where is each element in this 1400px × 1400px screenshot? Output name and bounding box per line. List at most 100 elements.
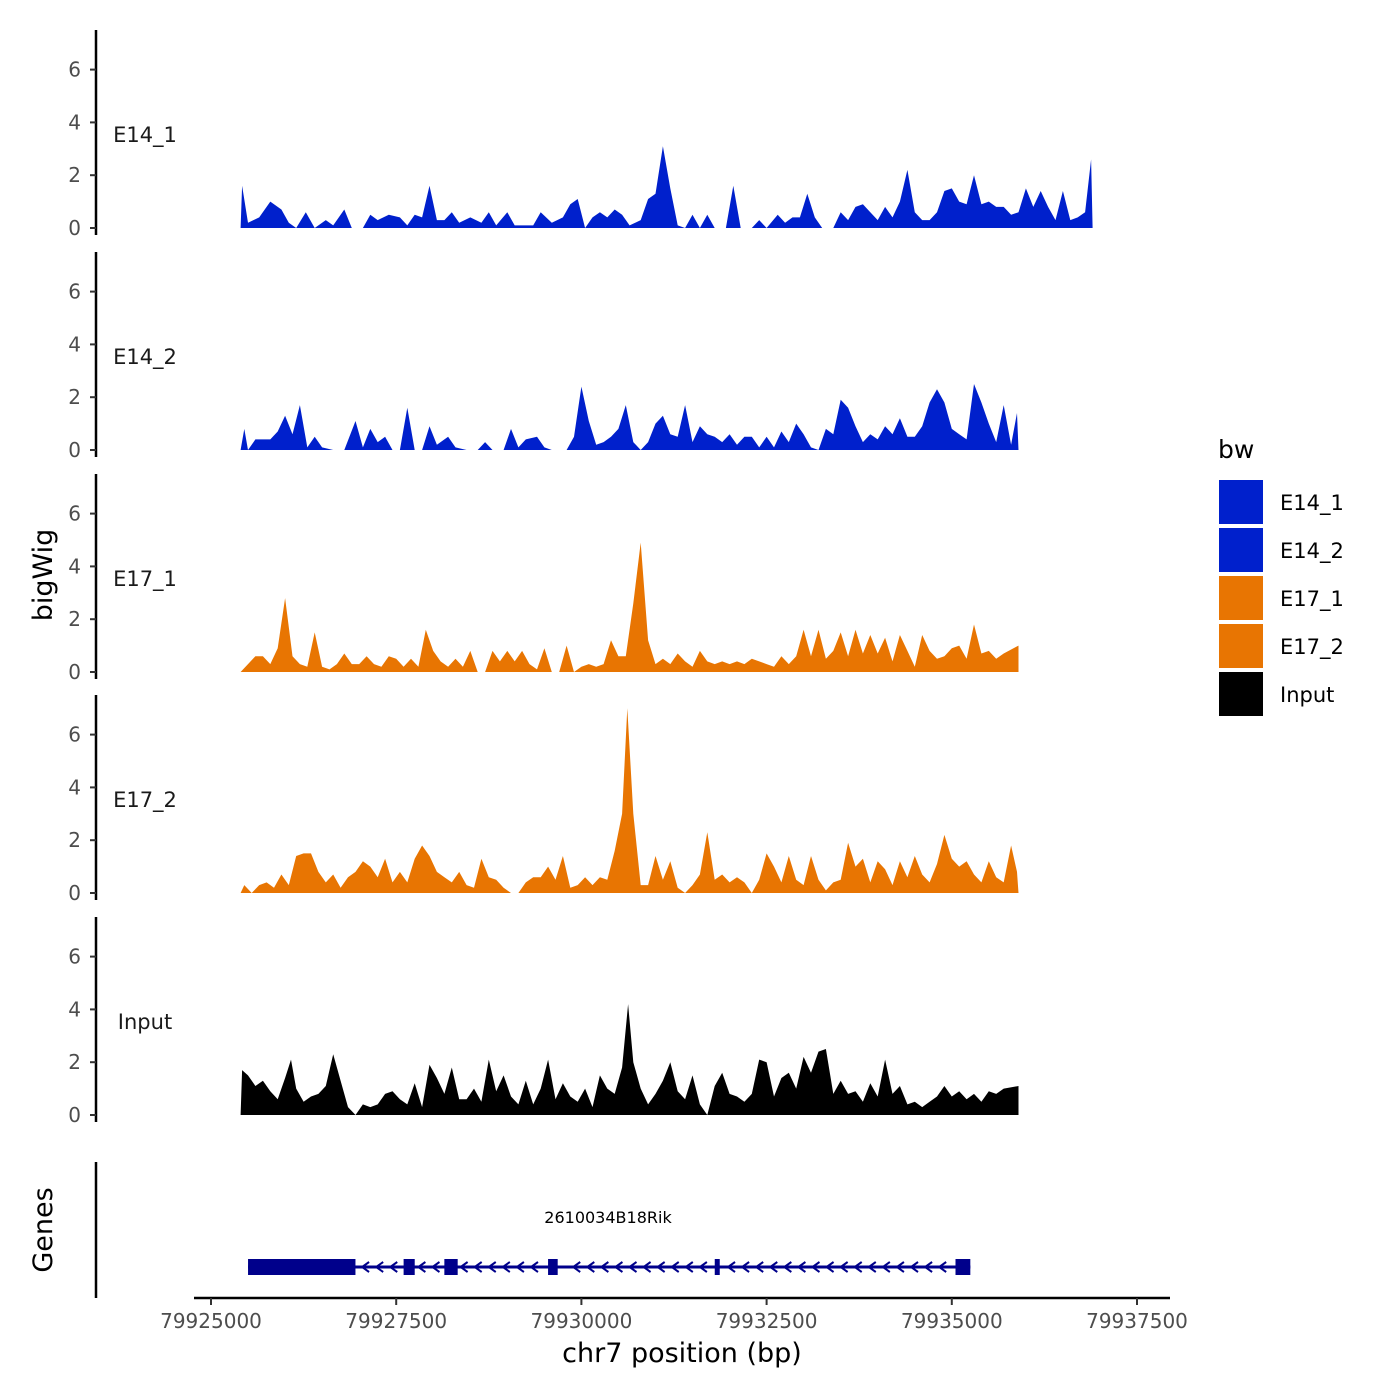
track-panels: 0 2 4 6 E14_1 0 2 4 6 E14_2 0 2 4 6 E17_1 0 2 4 6 E17_2 0 2 4 6… bbox=[68, 30, 1093, 1127]
track-label: E14_1 bbox=[113, 123, 177, 148]
strand-arrow bbox=[726, 1261, 736, 1273]
strand-arrow bbox=[895, 1261, 905, 1273]
coverage-area-e17-1 bbox=[240, 542, 1019, 672]
strand-arrow bbox=[613, 1261, 624, 1273]
strand-arrow bbox=[655, 1261, 666, 1273]
gene-exon bbox=[444, 1259, 458, 1275]
strand-arrow bbox=[487, 1261, 497, 1273]
strand-arrow bbox=[416, 1261, 426, 1273]
track-panel-e14-2: 0 2 4 6 E14_2 bbox=[68, 252, 1019, 462]
x-tick-label: 79935000 bbox=[901, 1309, 1003, 1333]
y-tick-label: 6 bbox=[68, 502, 81, 526]
legend-swatch bbox=[1219, 624, 1263, 668]
y-tick-label: 2 bbox=[68, 385, 81, 409]
legend-title: bw bbox=[1218, 435, 1254, 464]
y-tick-label: 2 bbox=[68, 1050, 81, 1074]
strand-arrow bbox=[852, 1261, 863, 1273]
y-tick-label: 2 bbox=[68, 163, 81, 187]
strand-arrow bbox=[824, 1261, 835, 1273]
y-tick-label: 0 bbox=[68, 438, 81, 462]
coverage-area-input bbox=[240, 1004, 1019, 1115]
track-label: Input bbox=[118, 1010, 172, 1034]
strand-arrow bbox=[867, 1261, 877, 1273]
y-tick-label: 6 bbox=[68, 723, 81, 747]
genes-track: Genes 2610034B18Rik bbox=[28, 1162, 971, 1298]
y-tick-label: 0 bbox=[68, 660, 81, 684]
legend-swatch bbox=[1219, 528, 1263, 572]
strand-arrow bbox=[599, 1261, 609, 1273]
y-tick-label: 4 bbox=[68, 110, 81, 134]
y-tick-label: 0 bbox=[68, 216, 81, 240]
legend-swatch bbox=[1219, 480, 1263, 524]
legend-label: E14_1 bbox=[1280, 491, 1344, 516]
strand-arrow bbox=[641, 1261, 652, 1273]
strand-arrow bbox=[782, 1261, 792, 1273]
legend-items: E14_1 E14_2 E17_1 E17_2 Input bbox=[1219, 480, 1344, 716]
y-tick-label: 6 bbox=[68, 58, 81, 82]
coverage-area-e14-1 bbox=[240, 146, 1093, 228]
legend-label: E17_2 bbox=[1280, 635, 1344, 660]
strand-arrow bbox=[360, 1261, 370, 1273]
strand-arrow bbox=[472, 1261, 483, 1273]
legend-label: E14_2 bbox=[1280, 539, 1344, 564]
y-tick-label: 4 bbox=[68, 332, 81, 356]
strand-arrow bbox=[838, 1261, 849, 1273]
y-tick-label: 4 bbox=[68, 997, 81, 1021]
strand-arrow bbox=[501, 1261, 511, 1273]
track-panel-input: 0 2 4 6 Input bbox=[68, 917, 1019, 1127]
track-panel-e14-1: 0 2 4 6 E14_1 bbox=[68, 30, 1093, 240]
legend-label: Input bbox=[1280, 683, 1334, 707]
strand-arrow bbox=[909, 1261, 919, 1273]
y-tick-label: 4 bbox=[68, 554, 81, 578]
strand-arrow bbox=[670, 1261, 680, 1273]
strand-arrow bbox=[754, 1261, 764, 1273]
x-tick-label: 79932500 bbox=[716, 1309, 818, 1333]
strand-arrow bbox=[684, 1261, 694, 1273]
strand-arrow bbox=[698, 1261, 708, 1273]
gene-model bbox=[248, 1259, 971, 1275]
x-axis-title: chr7 position (bp) bbox=[562, 1338, 802, 1369]
gene-exon bbox=[955, 1259, 971, 1275]
track-label: E17_1 bbox=[113, 567, 177, 592]
strand-arrow bbox=[458, 1261, 469, 1273]
y-tick-label: 0 bbox=[68, 1103, 81, 1127]
strand-arrow bbox=[374, 1261, 384, 1273]
x-tick-label: 79937500 bbox=[1086, 1309, 1188, 1333]
y-tick-label: 2 bbox=[68, 828, 81, 852]
coverage-area-e14-2 bbox=[240, 384, 1019, 450]
strand-arrow bbox=[515, 1261, 525, 1273]
gene-exon bbox=[548, 1259, 558, 1275]
x-axis: 79925000 79927500 79930000 79932500 79935000… bbox=[160, 1296, 1188, 1369]
strand-arrow bbox=[571, 1261, 581, 1273]
x-tick-label: 79925000 bbox=[160, 1309, 262, 1333]
y-tick-label: 4 bbox=[68, 775, 81, 799]
y-tick-label: 2 bbox=[68, 607, 81, 631]
track-label: E14_2 bbox=[113, 345, 177, 370]
strand-arrow bbox=[923, 1261, 933, 1273]
strand-arrow bbox=[768, 1261, 778, 1273]
strand-arrow bbox=[529, 1261, 539, 1273]
track-label: E17_2 bbox=[113, 788, 177, 813]
coverage-area-e17-2 bbox=[240, 708, 1019, 893]
strand-arrow bbox=[810, 1261, 821, 1273]
gene-exon bbox=[248, 1259, 356, 1275]
strand-arrow bbox=[881, 1261, 891, 1273]
x-axis-ticks: 79925000 79927500 79930000 79932500 79935000… bbox=[160, 1298, 1188, 1333]
gene-exon bbox=[403, 1259, 415, 1275]
gene-exon bbox=[714, 1259, 720, 1275]
strand-arrow bbox=[740, 1261, 750, 1273]
y-tick-label: 6 bbox=[68, 945, 81, 969]
y-tick-label: 0 bbox=[68, 881, 81, 905]
strand-arrow bbox=[430, 1261, 441, 1273]
strand-arrow bbox=[937, 1261, 947, 1273]
x-tick-label: 79927500 bbox=[345, 1309, 447, 1333]
track-panel-e17-2: 0 2 4 6 E17_2 bbox=[68, 695, 1019, 905]
y-tick-label: 6 bbox=[68, 280, 81, 304]
strand-arrow bbox=[627, 1261, 638, 1273]
strand-arrow bbox=[388, 1261, 398, 1273]
legend-swatch bbox=[1219, 576, 1263, 620]
x-tick-label: 79930000 bbox=[531, 1309, 633, 1333]
gene-name-label: 2610034B18Rik bbox=[544, 1208, 672, 1227]
track-panel-e17-1: 0 2 4 6 E17_1 bbox=[68, 474, 1019, 684]
